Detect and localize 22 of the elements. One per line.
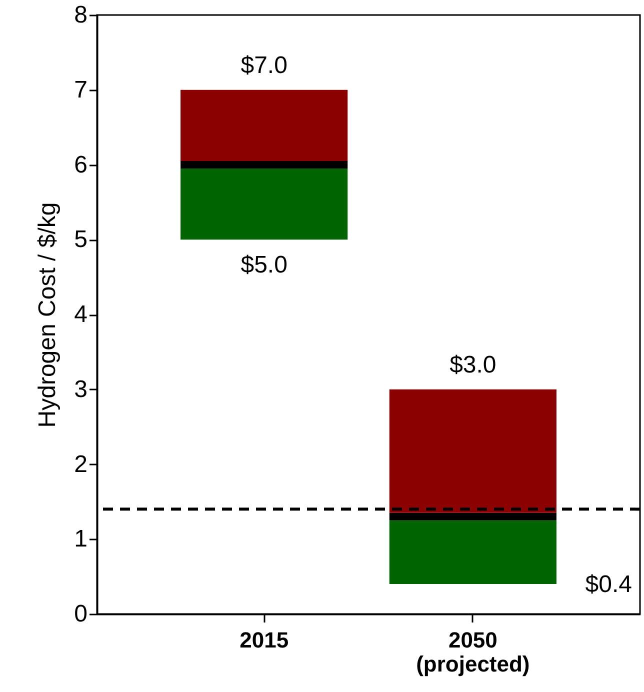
annotation: $5.0	[240, 252, 288, 279]
y-tick-label: 4	[74, 301, 88, 328]
y-tick-label: 7	[74, 76, 88, 104]
x-tick-label: 2050 (projected)	[416, 628, 530, 676]
bar	[180, 168, 348, 240]
bar	[389, 512, 556, 520]
y-tick-label: 6	[74, 151, 88, 178]
y-tick-label: 1	[74, 526, 88, 553]
y-tick-label: 2	[74, 450, 88, 478]
y-tick-label: 3	[74, 376, 88, 403]
x-tick-label: 2015	[240, 628, 289, 652]
bar	[389, 389, 556, 513]
annotation: $7.0	[240, 52, 288, 79]
y-axis-title: Hydrogen Cost / $/kg	[34, 202, 62, 428]
bar	[180, 161, 348, 168]
bar	[180, 90, 348, 162]
y-tick-label: 8	[74, 2, 88, 28]
annotation: $0.4	[585, 571, 632, 598]
y-tick-label: 0	[74, 600, 88, 628]
annotation: $3.0	[450, 351, 496, 378]
y-tick-label: 5	[74, 226, 88, 254]
bar	[389, 520, 556, 584]
